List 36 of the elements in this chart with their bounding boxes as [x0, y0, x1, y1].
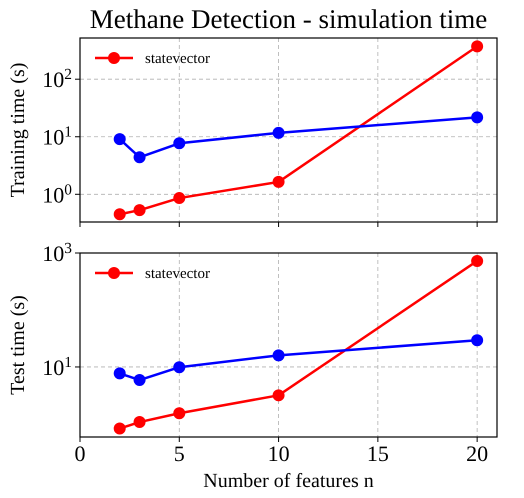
x-tick-label: 20 — [466, 441, 488, 466]
legend-label: statevector — [145, 51, 210, 67]
point — [173, 137, 186, 150]
y-tick-label: 10$^{1}$ — [42, 353, 72, 380]
x-tick-label: 5 — [174, 441, 185, 466]
y-tick-label: 10$^{0}$ — [42, 180, 72, 208]
point — [134, 416, 146, 428]
point — [134, 151, 146, 164]
y-axis-title: Test time (s) — [7, 295, 29, 395]
point — [272, 349, 285, 362]
point — [173, 407, 186, 420]
chart-title: Methane Detection - simulation time — [90, 4, 488, 34]
point — [272, 389, 285, 402]
point — [173, 192, 186, 204]
point — [114, 133, 126, 146]
point — [471, 40, 484, 52]
point — [272, 176, 285, 188]
point — [471, 334, 484, 346]
x-axis-title: Number of features n — [203, 470, 374, 492]
y-tick-label: 10$^{1}$ — [42, 123, 72, 150]
point — [471, 111, 484, 124]
point — [471, 254, 484, 267]
x-tick-label: 10 — [268, 441, 290, 466]
y-tick-label: 10$^{3}$ — [42, 240, 72, 266]
legend-label: statevector — [145, 266, 210, 282]
point — [114, 367, 126, 380]
point — [114, 422, 126, 435]
point — [272, 126, 285, 139]
point — [134, 204, 146, 216]
y-tick-label: 10$^{2}$ — [42, 66, 72, 92]
point — [173, 361, 186, 374]
point — [134, 374, 146, 386]
y-axis-title: Training time (s) — [7, 62, 29, 198]
x-tick-label: 0 — [74, 441, 86, 466]
x-tick-label: 15 — [366, 441, 389, 466]
point — [114, 208, 126, 220]
